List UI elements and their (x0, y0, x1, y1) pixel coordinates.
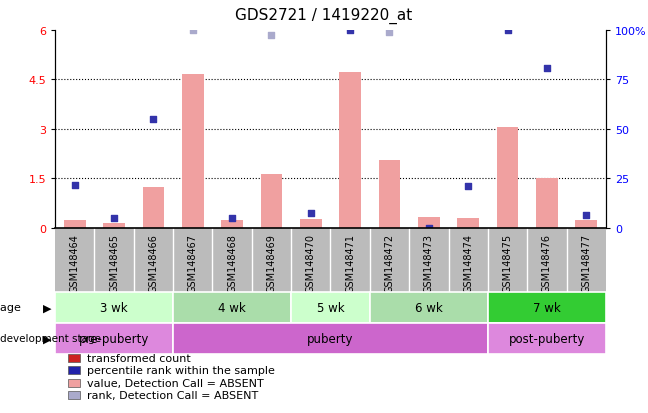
Bar (55, 292, 173, 323)
Bar (173, 323, 488, 354)
Point (384, 29, 395, 36)
Point (542, 65, 552, 72)
Text: GSM148475: GSM148475 (502, 233, 513, 292)
Text: rank, Detection Call = ABSENT: rank, Detection Call = ABSENT (87, 390, 259, 400)
Bar (260, 175, 283, 228)
Point (109, 216, 119, 222)
Point (69, 182, 80, 189)
Bar (64, 221, 86, 228)
Bar (370, 292, 488, 323)
Text: post-puberty: post-puberty (509, 332, 585, 345)
Text: transformed count: transformed count (87, 353, 191, 363)
Bar (143, 188, 164, 228)
Text: 3 wk: 3 wk (100, 301, 128, 314)
Text: value, Detection Call = ABSENT: value, Detection Call = ABSENT (87, 378, 264, 388)
Point (306, 210, 316, 216)
Bar (418, 218, 439, 228)
Text: ▶: ▶ (43, 302, 52, 313)
Point (266, 33, 277, 39)
Text: GSM148473: GSM148473 (424, 233, 434, 292)
Text: puberty: puberty (307, 332, 354, 345)
Text: GSM148477: GSM148477 (581, 233, 591, 292)
Bar (300, 219, 321, 228)
Text: GSM148476: GSM148476 (542, 233, 552, 292)
Text: 7 wk: 7 wk (533, 301, 561, 314)
Bar (55, 323, 173, 354)
Text: GDS2721 / 1419220_at: GDS2721 / 1419220_at (235, 7, 413, 24)
Text: GSM148468: GSM148468 (227, 233, 237, 292)
Point (227, 215, 237, 221)
Bar (457, 219, 479, 228)
Text: percentile rank within the sample: percentile rank within the sample (87, 366, 275, 375)
Point (463, 184, 473, 190)
Point (148, 116, 159, 123)
Bar (182, 75, 203, 228)
Point (581, 212, 592, 219)
Text: development stage: development stage (0, 333, 104, 344)
Point (345, 28, 355, 34)
Text: pre-puberty: pre-puberty (79, 332, 149, 345)
Bar (378, 161, 400, 228)
Text: 6 wk: 6 wk (415, 301, 443, 314)
Text: GSM148467: GSM148467 (188, 233, 198, 292)
Bar (173, 292, 291, 323)
Text: GSM148466: GSM148466 (148, 233, 159, 292)
Text: GSM148464: GSM148464 (70, 233, 80, 292)
Bar (340, 73, 361, 228)
Text: GSM148471: GSM148471 (345, 233, 355, 292)
Text: 5 wk: 5 wk (317, 301, 344, 314)
Bar (291, 292, 370, 323)
Text: age: age (0, 302, 25, 313)
Text: GSM148470: GSM148470 (306, 233, 316, 292)
Point (502, 28, 513, 34)
Bar (488, 323, 606, 354)
Bar (497, 128, 518, 228)
Bar (488, 292, 606, 323)
Bar (575, 221, 597, 228)
Bar (103, 223, 125, 228)
Bar (222, 221, 243, 228)
Bar (536, 178, 558, 228)
Text: GSM148474: GSM148474 (463, 233, 473, 292)
Text: GSM148472: GSM148472 (384, 233, 395, 292)
Point (187, 28, 198, 34)
Text: ▶: ▶ (43, 333, 52, 344)
Point (424, 225, 434, 231)
Text: 4 wk: 4 wk (218, 301, 246, 314)
Text: GSM148469: GSM148469 (266, 233, 277, 292)
Text: GSM148465: GSM148465 (109, 233, 119, 292)
